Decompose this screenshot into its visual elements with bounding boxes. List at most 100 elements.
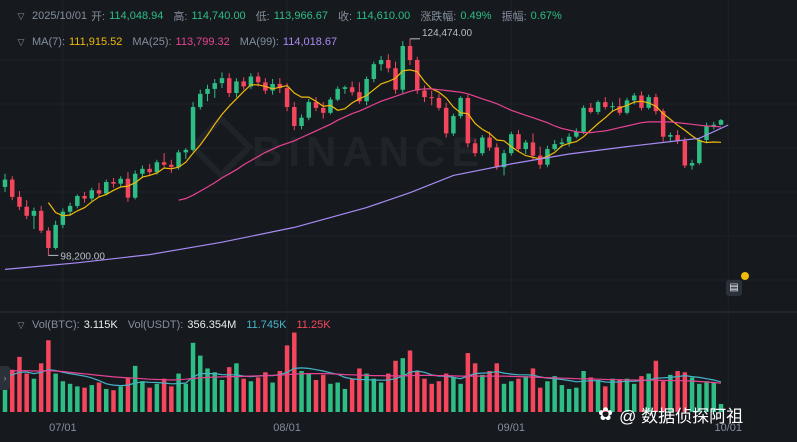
candle-body bbox=[212, 83, 217, 89]
volume-bar bbox=[451, 377, 456, 412]
volume-bar bbox=[603, 386, 608, 412]
volume-bar bbox=[436, 381, 442, 412]
ma99-line bbox=[4, 124, 729, 270]
vol-btc-value: 3.115K bbox=[83, 319, 118, 331]
volume-bar bbox=[38, 363, 44, 412]
ma7-line bbox=[47, 69, 722, 217]
volume-bar bbox=[566, 388, 572, 412]
volume-bar bbox=[653, 360, 659, 412]
volume-bar bbox=[270, 382, 275, 412]
volume-bar bbox=[82, 387, 87, 412]
candle-body bbox=[675, 135, 680, 141]
candle-body bbox=[183, 149, 189, 153]
volume-bar bbox=[386, 373, 391, 412]
volume-bar bbox=[89, 385, 95, 412]
candle-body bbox=[205, 88, 210, 94]
candle-body bbox=[125, 178, 131, 198]
candle-body bbox=[516, 134, 521, 150]
volume-bar bbox=[400, 358, 406, 412]
chevron-down-icon[interactable]: ▽ bbox=[17, 319, 25, 330]
candle-body bbox=[38, 210, 44, 231]
volume-bar bbox=[718, 404, 724, 412]
vol-btc-label: Vol(BTC): bbox=[32, 319, 80, 331]
close-label: 收: bbox=[338, 11, 353, 23]
candle-body bbox=[299, 117, 304, 126]
ma25-label: MA(25): bbox=[132, 36, 172, 48]
volume-bar bbox=[24, 373, 29, 412]
candle-body bbox=[241, 81, 246, 87]
volume-bar bbox=[552, 376, 557, 412]
candle-body bbox=[53, 224, 58, 248]
volume-bar bbox=[284, 345, 290, 412]
candle-body bbox=[9, 179, 15, 197]
candle-body bbox=[313, 102, 319, 108]
volume-bar bbox=[60, 381, 66, 412]
volume-bar bbox=[378, 382, 384, 412]
volume-bar bbox=[595, 379, 601, 412]
volume-bar bbox=[545, 381, 550, 412]
candle-body bbox=[494, 147, 500, 168]
chevron-down-icon[interactable]: ▽ bbox=[17, 36, 25, 47]
volume-bar bbox=[292, 332, 297, 412]
volume-bar bbox=[9, 369, 15, 412]
panel-icon[interactable]: ▤ bbox=[726, 280, 742, 296]
chevron-left-icon[interactable]: › bbox=[0, 366, 10, 390]
volume-bar bbox=[205, 368, 210, 412]
volume-bar bbox=[335, 382, 340, 412]
volume-bar bbox=[429, 383, 434, 412]
close-value: 114,610.00 bbox=[356, 10, 411, 22]
candle-body bbox=[320, 107, 326, 113]
volume-bar bbox=[154, 383, 160, 412]
candle-body bbox=[140, 168, 145, 174]
candle-body bbox=[176, 152, 181, 168]
candle-body bbox=[386, 60, 391, 69]
candle-body bbox=[393, 68, 398, 90]
candle-body bbox=[697, 139, 702, 164]
annotation-label: 124,474.00 bbox=[422, 28, 472, 39]
candle-body bbox=[75, 196, 80, 206]
candle-body bbox=[46, 230, 51, 248]
volume-bar bbox=[299, 371, 304, 412]
x-tick-label: 08/01 bbox=[273, 422, 301, 434]
low-label: 低: bbox=[255, 11, 270, 23]
volume-bar bbox=[17, 356, 22, 412]
candle-body bbox=[487, 137, 492, 148]
volume-bar bbox=[342, 388, 348, 412]
high-label: 高: bbox=[173, 11, 188, 23]
candle-body bbox=[67, 205, 73, 212]
volume-bar bbox=[313, 379, 319, 412]
volume-bar bbox=[711, 382, 717, 412]
volume-bar bbox=[31, 378, 37, 412]
author-brand: ✿ @ 数据侦探阿祖 bbox=[598, 402, 743, 427]
candle-body bbox=[559, 142, 565, 145]
x-tick-label: 07/01 bbox=[49, 422, 77, 434]
low-value: 113,966.67 bbox=[273, 10, 328, 22]
candle-body bbox=[82, 196, 87, 199]
amplitude-value: 0.67% bbox=[530, 10, 562, 22]
volume-bar bbox=[255, 377, 261, 412]
ma-legend: ▽ MA(7): 111,915.52 MA(25): 113,799.32 M… bbox=[14, 36, 343, 48]
volume-bar bbox=[422, 378, 427, 412]
volume-bar bbox=[610, 378, 615, 412]
ohlc-legend: ▽ 2025/10/01 开: 114,048.94 高: 114,740.00… bbox=[14, 8, 568, 24]
candle-body bbox=[443, 107, 449, 134]
candle-body bbox=[595, 102, 601, 112]
volume-legend: ▽ Vol(BTC): 3.115K Vol(USDT): 356.354M 1… bbox=[14, 319, 337, 331]
open-value: 114,048.94 bbox=[109, 10, 164, 22]
volume-bar bbox=[46, 340, 51, 412]
candle-body bbox=[537, 155, 543, 165]
volume-bar bbox=[147, 387, 152, 412]
candle-body bbox=[248, 76, 254, 87]
volume-bar bbox=[537, 387, 543, 412]
candle-body bbox=[357, 92, 362, 102]
x-tick-label: 10/01 bbox=[714, 422, 742, 434]
candle-body bbox=[219, 78, 225, 84]
candle-body bbox=[190, 107, 196, 150]
candle-body bbox=[566, 136, 572, 143]
annotation-label: 98,200.00 bbox=[60, 251, 105, 262]
chevron-down-icon[interactable]: ▽ bbox=[17, 10, 25, 21]
candle-body bbox=[292, 107, 297, 126]
volume-bar bbox=[219, 379, 225, 412]
